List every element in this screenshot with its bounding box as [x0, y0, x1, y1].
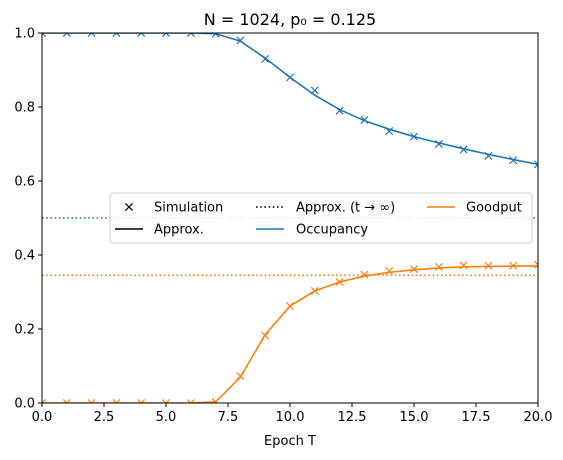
legend-approx-label: Approx.	[154, 223, 204, 238]
legend-simulation-marker	[124, 202, 134, 212]
goodput-simulation-point	[285, 302, 295, 311]
legend: Simulation Approx. (t → ∞) Goodput Approx. O…	[109, 192, 533, 244]
x-tick-label: 12.5	[338, 410, 367, 425]
x-tick-label: 10.0	[276, 410, 305, 425]
occupancy-simulation-point	[87, 33, 96, 38]
goodput-simulation-point	[62, 398, 71, 403]
occupancy-simulation-point	[409, 132, 419, 141]
goodput-simulation-point	[310, 286, 319, 295]
goodput-simulation-point	[42, 398, 47, 403]
occupancy-simulation-point	[42, 33, 47, 38]
x-tick-label: 20.0	[524, 410, 553, 425]
goodput-simulation-point	[261, 331, 270, 340]
y-tick-label: 0.6	[14, 175, 35, 190]
goodput-simulation-point	[484, 261, 493, 270]
occupancy-simulation-point	[310, 86, 319, 95]
chart-title: N = 1024, p₀ = 0.125	[204, 10, 376, 29]
legend-box	[109, 192, 533, 244]
goodput-simulation-point	[137, 398, 146, 403]
occupancy-simulation-point	[236, 36, 245, 45]
legend-simulation-label: Simulation	[154, 201, 223, 216]
occupancy-simulation-point	[360, 115, 369, 124]
goodput-simulation-point	[161, 398, 171, 403]
goodput-simulation-point	[533, 260, 538, 269]
occupancy-simulation-point	[261, 54, 270, 63]
occupancy-simulation-point	[335, 106, 344, 115]
goodput-simulation-point	[385, 266, 394, 275]
x-axis-label: Epoch T	[264, 434, 316, 449]
axes: 0.0 2.5 5.0 7.5 10.0 12.5 15.0 17.5 20.0 0.0 0.2 0.…	[14, 27, 552, 426]
x-tick-label: 2.5	[94, 410, 115, 425]
x-tick-label: 17.5	[462, 410, 491, 425]
legend-occupancy-label: Occupancy	[296, 223, 368, 238]
goodput-simulation-point	[409, 265, 419, 274]
y-tick-label: 0.2	[14, 323, 35, 338]
goodput-simulation-point	[186, 398, 195, 403]
goodput-simulation-point	[211, 397, 220, 403]
legend-approx-asymptote-label: Approx. (t → ∞)	[296, 201, 395, 216]
x-tick-label: 5.0	[156, 410, 177, 425]
y-tick-label: 0.4	[14, 249, 35, 264]
x-tick-label: 15.0	[400, 410, 429, 425]
y-tick-label: 0.8	[14, 101, 35, 116]
goodput-simulation-point	[112, 398, 121, 403]
y-tick-label: 0.0	[14, 397, 35, 412]
occupancy-simulation-point	[62, 33, 71, 38]
occupancy-simulation-point	[186, 33, 195, 38]
goodput-simulation-point	[236, 371, 245, 381]
occupancy-simulation-point	[434, 139, 443, 149]
occupancy-simulation-point	[285, 73, 295, 82]
goodput-simulation-point	[87, 398, 96, 403]
goodput-simulation-point	[459, 261, 468, 270]
occupancy-simulation-point	[385, 127, 394, 136]
x-tick-label: 7.5	[218, 410, 239, 425]
occupancy-simulation-point	[211, 33, 220, 38]
goodput-simulation-point	[360, 270, 369, 279]
occupancy-approx-line	[42, 33, 538, 166]
legend-goodput-label: Goodput	[466, 201, 522, 216]
x-tick-label: 0.0	[32, 410, 53, 425]
goodput-simulation-point	[434, 262, 443, 271]
occupancy-simulation-point	[137, 33, 146, 38]
occupancy-simulation-point	[161, 33, 171, 38]
occupancy-simulation-point	[533, 160, 538, 169]
goodput-approx-line	[42, 265, 538, 403]
occupancy-simulation-point	[509, 156, 518, 165]
occupancy-simulation-point	[484, 151, 493, 160]
y-tick-label: 1.0	[14, 27, 35, 42]
goodput-simulation-point	[509, 261, 518, 270]
goodput-simulation-point	[335, 277, 344, 287]
occupancy-simulation-point	[459, 145, 468, 154]
occupancy-simulation-point	[112, 33, 121, 38]
